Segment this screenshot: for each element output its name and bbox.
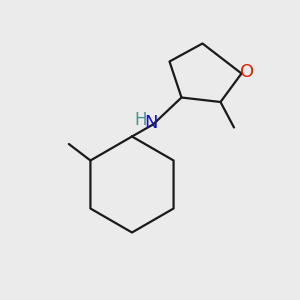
Text: N: N	[145, 114, 158, 132]
Text: H: H	[134, 111, 147, 129]
Text: O: O	[240, 63, 254, 81]
